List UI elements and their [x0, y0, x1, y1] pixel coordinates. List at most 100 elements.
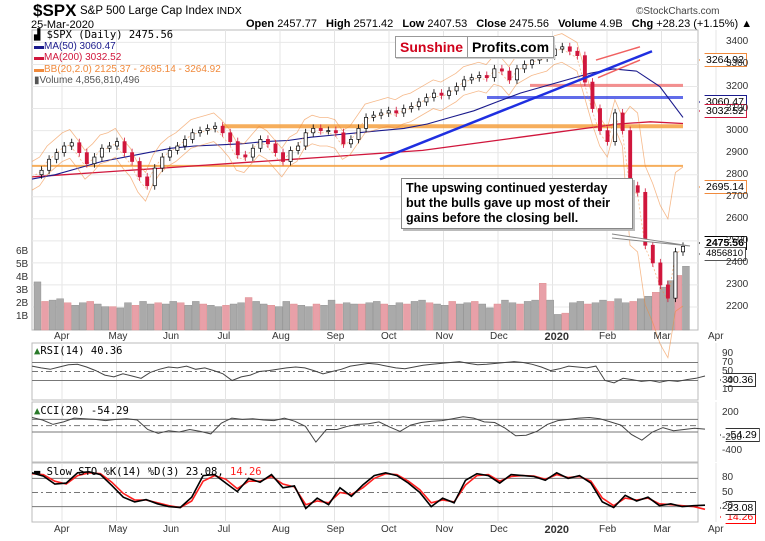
- candle-body: [250, 147, 255, 158]
- candle-body: [130, 152, 135, 162]
- volume-bars-icon: ▮: [34, 74, 40, 86]
- line-icon: ▬: [34, 41, 44, 53]
- x-tick-label: Apr: [54, 331, 70, 342]
- y-tick-label: 2500: [726, 234, 749, 246]
- rsi-line: [31, 361, 706, 384]
- volume-bar: [667, 280, 675, 331]
- volume-bar: [192, 301, 200, 331]
- candle-body: [258, 139, 263, 149]
- uptrend-line: [379, 50, 653, 161]
- candle-body: [567, 46, 572, 52]
- volume-bar: [267, 305, 275, 331]
- rsi-tick-label: 10: [722, 383, 734, 395]
- volume-bar: [682, 266, 690, 331]
- candle-body: [582, 55, 587, 83]
- volume-bar: [146, 303, 155, 331]
- volume-bar: [621, 302, 630, 331]
- volume-bar: [131, 305, 140, 331]
- y-tick-label: 3200: [726, 80, 749, 92]
- volume-value: 4.9B: [600, 18, 623, 30]
- volume-bar: [659, 286, 667, 331]
- candle-body: [311, 128, 316, 134]
- legend-ma200-text: MA(200) 3032.52: [44, 52, 122, 64]
- candle-body: [650, 244, 655, 264]
- candle-body: [92, 156, 97, 165]
- candle-body: [137, 161, 142, 178]
- candle-body: [243, 154, 248, 158]
- volume-bar: [177, 302, 185, 331]
- volume-bar: [124, 302, 132, 331]
- volume-bar: [418, 299, 426, 331]
- volume-bar: [116, 307, 125, 331]
- x-tick-label: Jul: [217, 331, 231, 342]
- candle-body: [54, 152, 59, 160]
- cci-line: [31, 416, 706, 443]
- volume-bar: [358, 303, 366, 331]
- candle-body: [160, 156, 165, 169]
- y-tick-label: 2800: [726, 168, 749, 180]
- candle-body: [235, 141, 240, 156]
- sto-label: ▬ Slow STO %K(14) %D(3) 23.08, 14.26: [34, 466, 262, 478]
- volume-bar: [312, 303, 321, 331]
- volume-bar: [71, 305, 79, 331]
- candle-body: [379, 112, 384, 116]
- x-tick-label: May: [108, 331, 128, 342]
- exchange: INDX: [216, 5, 242, 17]
- candle-body: [439, 92, 444, 96]
- candle-body: [228, 132, 233, 142]
- volume-bar: [56, 298, 64, 331]
- candle-body: [145, 176, 150, 187]
- y-tick-label: 2900: [726, 146, 749, 158]
- candle-body: [620, 112, 625, 131]
- candle-body: [205, 128, 210, 131]
- candle-body: [447, 90, 452, 96]
- volume-bar: [606, 301, 615, 331]
- volume-bar: [320, 305, 328, 331]
- candle-body: [273, 143, 278, 153]
- volume-tick-label: 2B: [16, 298, 29, 309]
- candle-body: [77, 142, 82, 153]
- x-tick-label-bottom: 2020: [544, 524, 569, 536]
- x-tick-label-bottom: Jun: [163, 524, 180, 535]
- volume-bar: [614, 298, 622, 331]
- sto-d-value: 14.26: [230, 466, 262, 478]
- volume-bar: [86, 301, 94, 331]
- x-tick-label: Aug: [272, 331, 290, 342]
- y-tick-label: 2300: [726, 278, 749, 290]
- volume-bar: [561, 312, 569, 331]
- volume-bar: [214, 306, 223, 331]
- low-label: Low: [402, 18, 425, 30]
- legend-price: ▟ $SPX (Daily) 2475.56: [34, 29, 221, 41]
- rsi-tick-label: 90: [722, 347, 734, 359]
- candle-body: [175, 145, 180, 151]
- volume-bar: [252, 301, 260, 331]
- volume-bar: [652, 292, 660, 331]
- volume-bar: [342, 302, 351, 331]
- x-tick-label-bottom: Nov: [435, 524, 454, 535]
- volume-bar: [644, 296, 652, 331]
- x-tick-label-bottom: Feb: [599, 524, 617, 535]
- rsi-label: ▲RSI(14) 40.36: [34, 345, 123, 357]
- candle-body: [462, 79, 467, 87]
- volume-bar: [576, 301, 585, 331]
- open-value: 2457.77: [277, 18, 317, 30]
- volume-bar: [282, 301, 290, 331]
- ohlc-summary: Open 2457.77 High 2571.42 Low 2407.53 Cl…: [240, 18, 752, 30]
- volume-bar: [380, 303, 388, 331]
- legend-ma200: ▬MA(200) 3032.52: [34, 52, 221, 63]
- candle-body: [673, 251, 678, 299]
- chg-label: Chg: [631, 18, 654, 30]
- candle-body: [62, 145, 67, 153]
- candle-body: [47, 158, 52, 171]
- volume-bar: [327, 299, 336, 331]
- wedge-line-lower: [597, 59, 641, 79]
- candle-body: [326, 130, 331, 132]
- candle-body: [515, 68, 519, 81]
- cci-label: ▲CCI(20) -54.29: [34, 405, 129, 417]
- volume-bar: [546, 299, 554, 331]
- candle-body: [605, 130, 610, 142]
- candle-body: [281, 152, 285, 162]
- volume-bar: [41, 301, 49, 331]
- volume-bar: [674, 275, 683, 331]
